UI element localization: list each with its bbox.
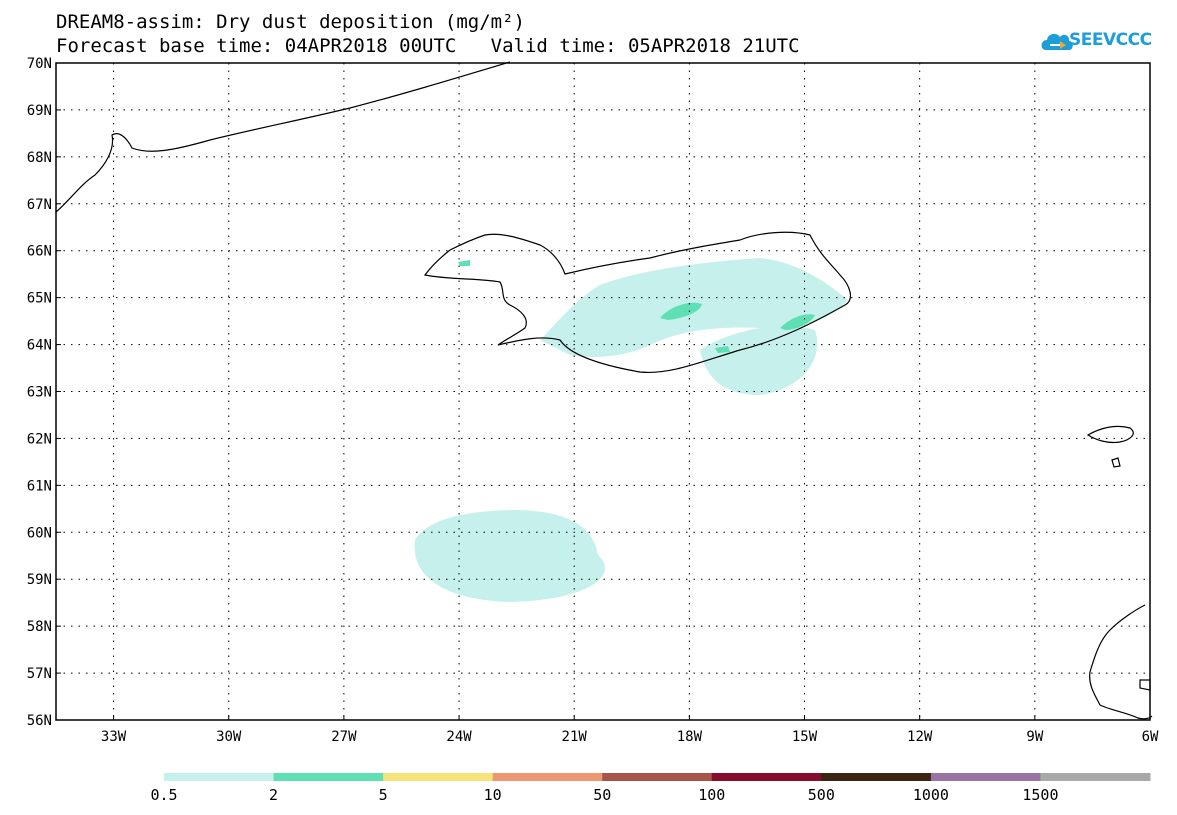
lon-label: 12W bbox=[907, 729, 933, 745]
axis-ticks bbox=[56, 62, 1151, 721]
colorbar-swatch bbox=[164, 773, 275, 781]
colorbar-swatch bbox=[273, 773, 384, 781]
colorbar-label: 1000 bbox=[913, 786, 949, 804]
colorbar-swatch bbox=[930, 773, 1041, 781]
lon-label: 6W bbox=[1142, 729, 1159, 745]
lat-label: 69N bbox=[27, 103, 52, 119]
colorbar bbox=[164, 773, 1151, 781]
lat-label: 64N bbox=[27, 338, 52, 354]
lat-label: 57N bbox=[27, 666, 52, 682]
colorbar-swatch bbox=[821, 773, 932, 781]
lat-label: 58N bbox=[27, 619, 52, 635]
lon-label: 9W bbox=[1026, 729, 1043, 745]
lat-label: 65N bbox=[27, 291, 52, 307]
dust-field-low bbox=[414, 258, 848, 602]
lat-label: 62N bbox=[27, 431, 52, 447]
lon-label: 15W bbox=[792, 729, 818, 745]
colorbar-labels: 0.5 2 5 10 50 100 500 1000 1500 bbox=[150, 786, 1058, 804]
colorbar-label: 500 bbox=[808, 786, 835, 804]
colorbar-label: 1500 bbox=[1022, 786, 1058, 804]
map-frame bbox=[55, 62, 1151, 721]
lon-label: 27W bbox=[331, 729, 357, 745]
dust-field-mid bbox=[458, 260, 815, 353]
lon-label: 30W bbox=[216, 729, 242, 745]
lat-label: 60N bbox=[27, 525, 52, 541]
latitude-labels: 70N 69N 68N 67N 66N 65N 64N 63N 62N 61N 60N 59N 58N 5… bbox=[27, 56, 52, 729]
colorbar-swatch bbox=[602, 773, 713, 781]
colorbar-label: 10 bbox=[484, 786, 502, 804]
colorbar-label: 5 bbox=[379, 786, 388, 804]
lat-label: 67N bbox=[27, 197, 52, 213]
colorbar-label: 2 bbox=[269, 786, 278, 804]
coastline bbox=[55, 61, 1153, 720]
colorbar-label: 0.5 bbox=[150, 786, 177, 804]
colorbar-swatch bbox=[1040, 773, 1151, 781]
colorbar-label: 100 bbox=[698, 786, 725, 804]
lat-label: 70N bbox=[27, 56, 52, 72]
logo-text: SEEVCCC bbox=[1069, 30, 1152, 50]
lat-label: 63N bbox=[27, 385, 52, 401]
lon-label: 18W bbox=[677, 729, 703, 745]
map-title-line1: DREAM8-assim: Dry dust deposition (mg/m²… bbox=[56, 11, 525, 33]
colorbar-swatch bbox=[492, 773, 603, 781]
lon-label: 33W bbox=[101, 729, 127, 745]
map-title-line2: Forecast base time: 04APR2018 00UTC Vali… bbox=[56, 35, 800, 57]
graticule bbox=[56, 63, 1150, 720]
cloud-icon bbox=[1041, 33, 1073, 50]
lat-label: 61N bbox=[27, 478, 52, 494]
colorbar-label: 50 bbox=[593, 786, 611, 804]
longitude-labels: 33W 30W 27W 24W 21W 18W 15W 12W 9W 6W bbox=[101, 729, 1159, 745]
lat-label: 66N bbox=[27, 244, 52, 260]
lat-label: 59N bbox=[27, 572, 52, 588]
colorbar-swatch bbox=[383, 773, 494, 781]
lat-label: 68N bbox=[27, 150, 52, 166]
lon-label: 24W bbox=[446, 729, 472, 745]
lat-label: 56N bbox=[27, 713, 52, 729]
colorbar-swatch bbox=[711, 773, 822, 781]
lon-label: 21W bbox=[562, 729, 588, 745]
